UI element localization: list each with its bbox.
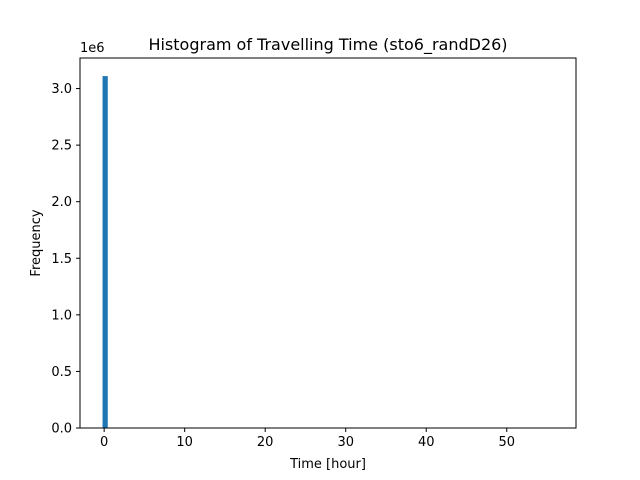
y-tick-label: 2.0: [51, 195, 72, 210]
y-axis-offset-label: 1e6: [80, 41, 105, 56]
plot-area-frame: [79, 57, 577, 429]
x-tick-label: 10: [176, 435, 193, 450]
x-tick-label: 30: [337, 435, 354, 450]
x-tick-label: 20: [257, 435, 274, 450]
y-tick-label: 0.0: [51, 422, 72, 437]
y-axis-label: Frequency: [29, 209, 44, 276]
x-tick-label: 50: [498, 435, 515, 450]
y-tick-label: 2.5: [51, 139, 72, 154]
x-axis-ticks: 0 10 20 30 40 50: [100, 428, 515, 450]
y-tick-label: 3.0: [51, 82, 72, 97]
bars-group: [102, 76, 108, 428]
y-tick-label: 1.0: [51, 308, 72, 323]
y-axis-ticks: 0.0 0.5 1.0 1.5 2.0 2.5 3.0: [51, 82, 80, 437]
x-tick-label: 0: [100, 435, 108, 450]
x-tick-label: 40: [418, 435, 435, 450]
y-tick-label: 1.5: [51, 252, 72, 267]
chart-title: Histogram of Travelling Time (sto6_randD…: [148, 35, 507, 55]
histogram-bar-0: [102, 76, 108, 428]
y-tick-label: 0.5: [51, 365, 72, 380]
x-axis-label: Time [hour]: [289, 457, 366, 472]
